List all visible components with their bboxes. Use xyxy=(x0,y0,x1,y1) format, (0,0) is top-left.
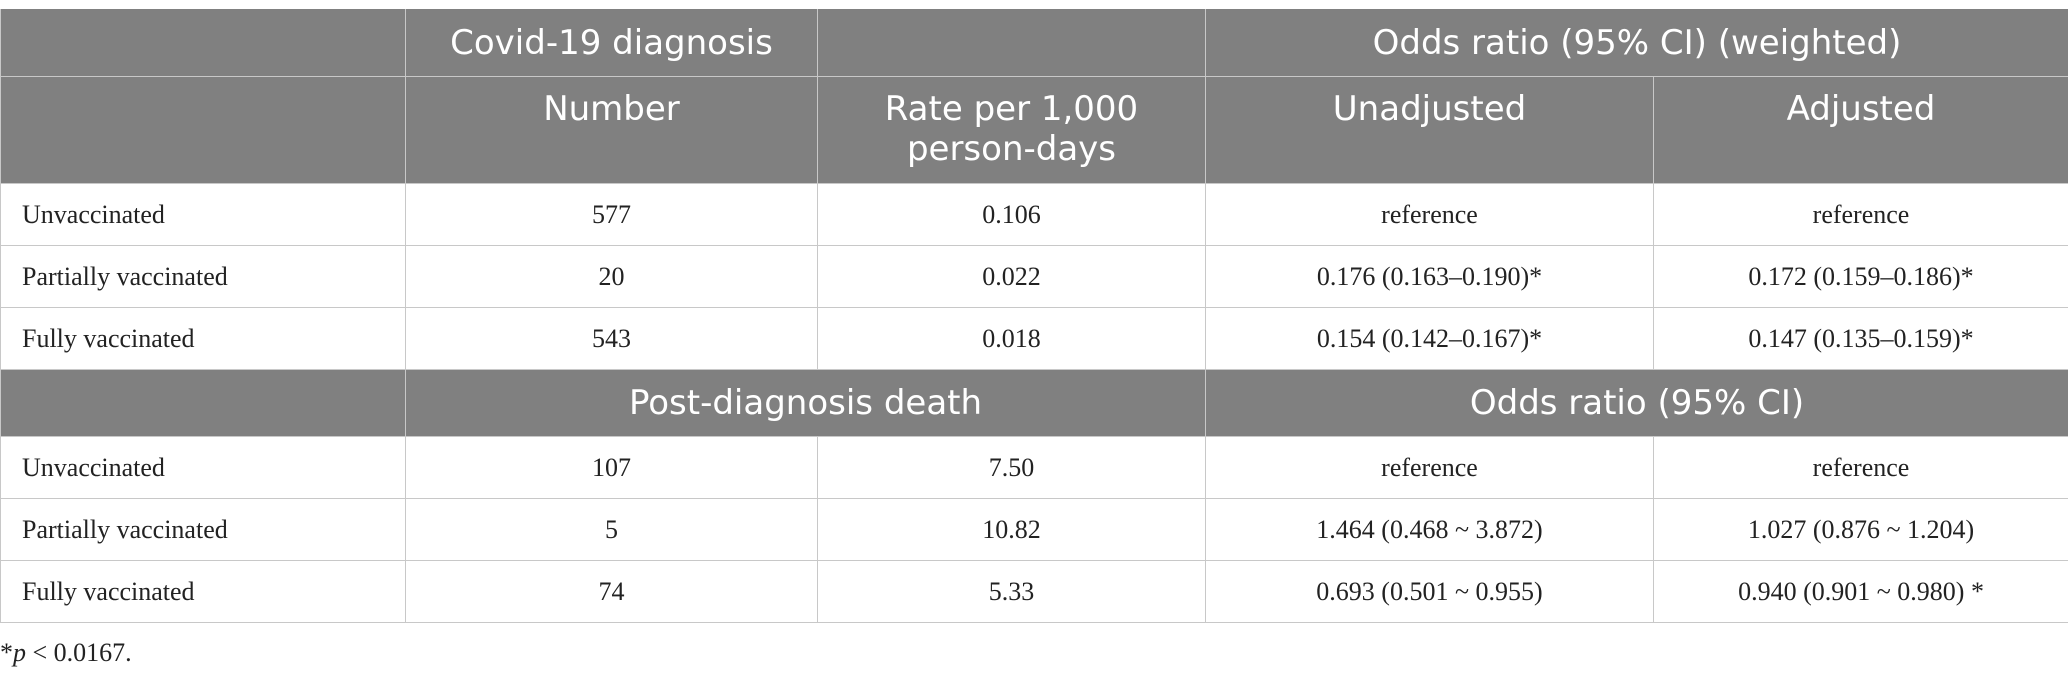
cell-rate: 0.022 xyxy=(817,245,1206,308)
table-row: Fully vaccinated 543 0.018 0.154 (0.142–0.1… xyxy=(0,307,2068,370)
cell-label: Fully vaccinated xyxy=(0,560,406,623)
table-row: Unvaccinated 107 7.50 reference reference xyxy=(0,436,2068,499)
header-rate: Rate per 1,000 person-days xyxy=(817,76,1206,184)
cell-rate: 5.33 xyxy=(817,560,1206,623)
cell-unadjusted: reference xyxy=(1205,436,1654,499)
cell-label: Unvaccinated xyxy=(0,183,406,246)
header-odds-ratio: Odds ratio (95% CI) xyxy=(1205,369,2068,437)
table-row: Partially vaccinated 20 0.022 0.176 (0.163–… xyxy=(0,245,2068,308)
header-unadjusted: Unadjusted xyxy=(1205,76,1654,184)
cell-rate: 0.018 xyxy=(817,307,1206,370)
header-empty-cell xyxy=(0,76,406,184)
footnote-p: p xyxy=(13,638,26,667)
cell-adjusted: 0.172 (0.159–0.186)* xyxy=(1653,245,2068,308)
cell-adjusted: 1.027 (0.876 ~ 1.204) xyxy=(1653,498,2068,561)
cell-label: Fully vaccinated xyxy=(0,307,406,370)
table-row: Fully vaccinated 74 5.33 0.693 (0.501 ~ 0.9… xyxy=(0,560,2068,623)
cell-adjusted: reference xyxy=(1653,436,2068,499)
cell-rate: 10.82 xyxy=(817,498,1206,561)
section-2-header-row: Post-diagnosis death Odds ratio (95% CI) xyxy=(0,369,2068,437)
header-post-diagnosis-death: Post-diagnosis death xyxy=(405,369,1206,437)
header-row-1: Covid-19 diagnosis Odds ratio (95% CI) (… xyxy=(0,9,2068,77)
cell-adjusted: 0.940 (0.901 ~ 0.980) * xyxy=(1653,560,2068,623)
cell-rate: 0.106 xyxy=(817,183,1206,246)
results-table: Covid-19 diagnosis Odds ratio (95% CI) (… xyxy=(0,9,2068,623)
header-row-2: Number Rate per 1,000 person-days Unadju… xyxy=(0,76,2068,184)
cell-number: 20 xyxy=(405,245,818,308)
cell-number: 107 xyxy=(405,436,818,499)
cell-label: Unvaccinated xyxy=(0,436,406,499)
footnote: *p < 0.0167. xyxy=(0,638,132,668)
table-row: Unvaccinated 577 0.106 reference reference xyxy=(0,183,2068,246)
footnote-star: * xyxy=(0,638,13,667)
cell-adjusted: reference xyxy=(1653,183,2068,246)
header-empty-cell xyxy=(817,9,1206,77)
cell-number: 577 xyxy=(405,183,818,246)
table-row: Partially vaccinated 5 10.82 1.464 (0.468 ~… xyxy=(0,498,2068,561)
cell-label: Partially vaccinated xyxy=(0,498,406,561)
cell-unadjusted: reference xyxy=(1205,183,1654,246)
footnote-text: < 0.0167. xyxy=(26,638,132,667)
header-number: Number xyxy=(405,76,818,184)
cell-unadjusted: 0.693 (0.501 ~ 0.955) xyxy=(1205,560,1654,623)
header-odds-ratio-weighted: Odds ratio (95% CI) (weighted) xyxy=(1205,9,2068,77)
header-adjusted: Adjusted xyxy=(1653,76,2068,184)
cell-unadjusted: 1.464 (0.468 ~ 3.872) xyxy=(1205,498,1654,561)
cell-number: 74 xyxy=(405,560,818,623)
cell-number: 543 xyxy=(405,307,818,370)
section-covid-diagnosis: Unvaccinated 577 0.106 reference reference Pa… xyxy=(0,183,2068,370)
header-covid-diagnosis: Covid-19 diagnosis xyxy=(405,9,818,77)
cell-adjusted: 0.147 (0.135–0.159)* xyxy=(1653,307,2068,370)
header-empty-cell xyxy=(0,9,406,77)
cell-unadjusted: 0.176 (0.163–0.190)* xyxy=(1205,245,1654,308)
cell-unadjusted: 0.154 (0.142–0.167)* xyxy=(1205,307,1654,370)
header-rate-label: Rate per 1,000 person-days xyxy=(884,89,1139,169)
section-post-diagnosis-death: Unvaccinated 107 7.50 reference reference Par… xyxy=(0,436,2068,623)
header-empty-cell xyxy=(0,369,406,437)
cell-number: 5 xyxy=(405,498,818,561)
cell-rate: 7.50 xyxy=(817,436,1206,499)
cell-label: Partially vaccinated xyxy=(0,245,406,308)
